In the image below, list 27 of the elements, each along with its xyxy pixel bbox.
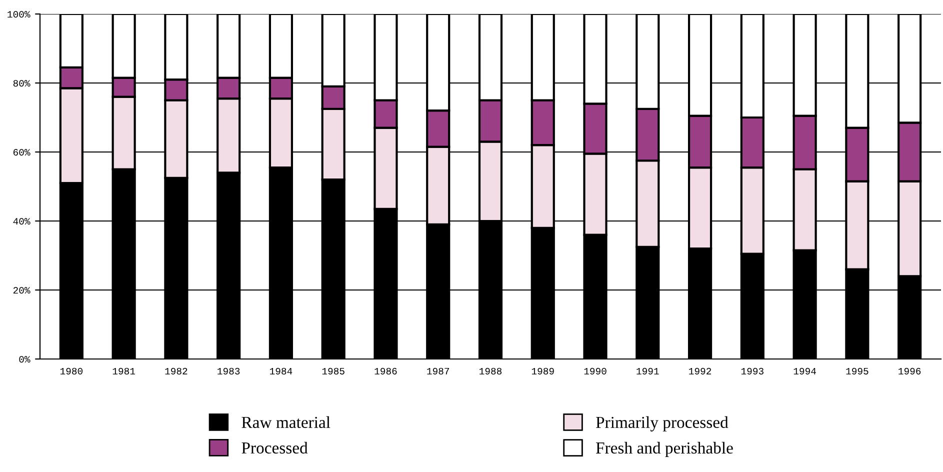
legend-label: Primarily processed (596, 416, 728, 432)
x-tick-label: 1987 (427, 368, 450, 374)
y-tick-label: 0% (19, 356, 30, 363)
x-tick-label: 1988 (480, 368, 502, 374)
x-tick-label: 1982 (165, 368, 188, 374)
x-tick-label: 1991 (636, 368, 659, 374)
x-tick-label: 1994 (794, 368, 816, 374)
x-tick-label: 1993 (741, 368, 764, 374)
x-tick-label: 1989 (532, 368, 554, 374)
x-tick-label: 1983 (218, 368, 240, 374)
legend-label: Processed (242, 442, 308, 454)
x-tick-label: 1996 (898, 368, 921, 374)
legend-label: Raw material (242, 416, 330, 428)
legend-label: Fresh and perishable (596, 442, 733, 457)
x-tick-label: 1984 (270, 368, 292, 374)
y-tick-label: 80% (13, 80, 30, 87)
y-tick-label: 60% (13, 149, 30, 156)
x-tick-label: 1992 (689, 368, 712, 374)
x-tick-label: 1980 (60, 368, 82, 374)
x-tick-label: 1985 (322, 368, 344, 374)
x-tick-label: 1990 (584, 368, 606, 374)
y-tick-label: 40% (13, 218, 30, 225)
x-tick-label: 1986 (374, 368, 397, 374)
x-tick-label: 1981 (112, 368, 136, 374)
x-tick-label: 1995 (846, 368, 868, 374)
y-tick-label: 100% (8, 11, 30, 18)
y-tick-label: 20% (13, 287, 30, 294)
